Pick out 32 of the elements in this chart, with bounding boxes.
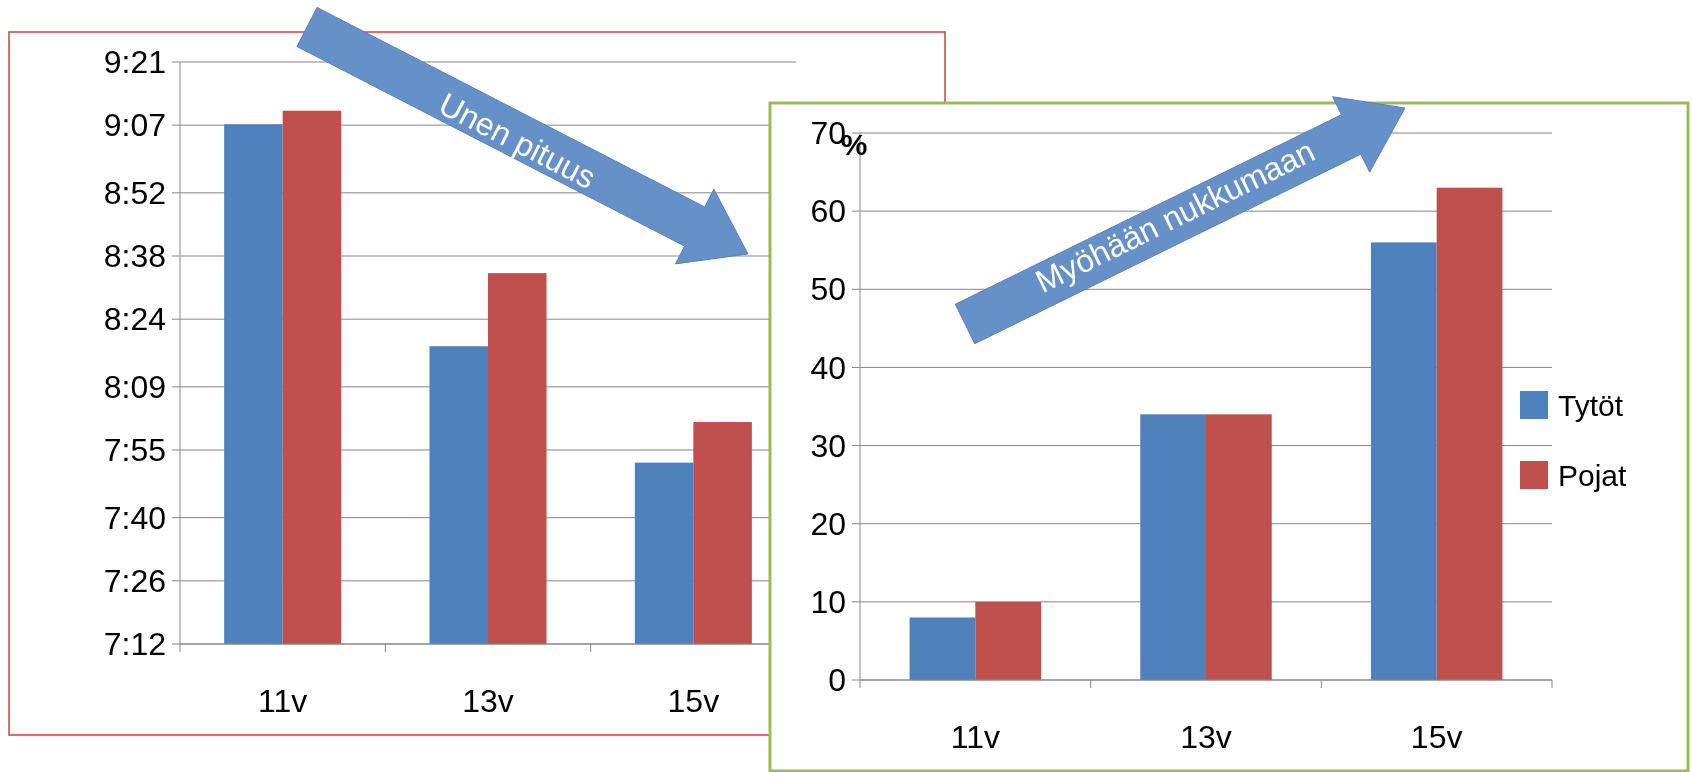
y-tick-label: 7:55 <box>103 432 166 469</box>
legend-label: Pojat <box>1558 458 1628 492</box>
x-tick-label: 15v <box>1410 719 1463 755</box>
y-tick-label: 0 <box>828 662 846 699</box>
x-tick-label: 11v <box>950 719 1000 755</box>
y-tick-label: 50 <box>810 271 846 308</box>
bar <box>1206 414 1272 680</box>
y-tick-label: 60 <box>810 193 846 230</box>
x-tick-label: 13v <box>1180 719 1232 755</box>
y-tick-label: 7:40 <box>103 499 166 536</box>
y-tick-label: 10 <box>810 584 846 621</box>
bar <box>1370 242 1437 680</box>
y-tick-label: 40 <box>810 349 846 386</box>
bar <box>975 601 1042 680</box>
annotation: Unen pituus <box>433 85 602 196</box>
y-tick-label: 9:07 <box>103 107 166 144</box>
y-tick-label: 8:52 <box>103 175 166 212</box>
y-tick-label: 7:26 <box>103 563 166 600</box>
x-tick-label: 15v <box>667 683 720 719</box>
y-tick-label: 9:21 <box>103 44 166 81</box>
y-tick-label: 8:24 <box>103 301 166 338</box>
y-tick-label: 8:38 <box>103 238 166 275</box>
y-tick-label: 20 <box>810 505 846 542</box>
legend-label: Tytöt <box>1558 388 1624 422</box>
bar <box>1140 414 1206 680</box>
y-tick-label: 7:12 <box>103 626 166 663</box>
y-tick-label: 8:09 <box>103 369 166 406</box>
bar <box>1436 187 1503 680</box>
x-tick-label: 11v <box>258 683 308 719</box>
y-tick-label: 30 <box>810 427 846 464</box>
x-tick-label: 13v <box>462 683 514 719</box>
bar <box>909 617 976 680</box>
